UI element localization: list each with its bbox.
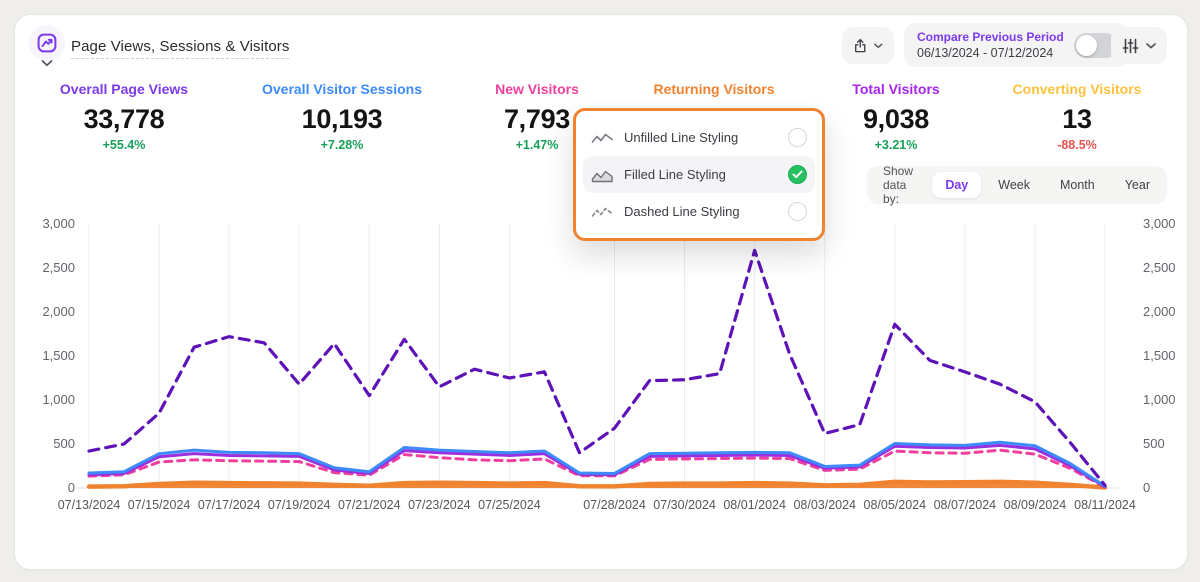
wave-dashed-icon [591, 207, 613, 217]
x-tick-label: 07/15/2024 [127, 498, 191, 512]
x-tick-label: 07/17/2024 [197, 498, 261, 512]
stat-value: 13 [1062, 104, 1092, 134]
x-tick-label: 07/19/2024 [267, 498, 331, 512]
series-overall-visitor-sessions [87, 440, 1107, 488]
stat-label[interactable]: Overall Page Views [59, 81, 189, 97]
y-tick-label-left: 3,000 [42, 216, 75, 231]
stat-label[interactable]: Overall Visitor Sessions [261, 81, 423, 97]
tab-month[interactable]: Month [1059, 178, 1095, 192]
y-tick-label-right: 3,000 [1143, 216, 1176, 231]
wave-filled-icon [591, 170, 613, 182]
stat-converting-visitors: Converting Visitors 13 -88.5% [1013, 81, 1142, 152]
dropdown-item-label: Filled Line Styling [624, 167, 726, 182]
stat-value: 7,793 [503, 104, 571, 134]
dropdown-item-label: Unfilled Line Styling [624, 130, 739, 145]
show-data-by-label: Show data by: [883, 164, 914, 206]
dropdown-item-filled-line-styling[interactable]: Filled Line Styling [583, 156, 815, 193]
stat-overall-page-views: Overall Page Views 33,778 +55.4% [60, 81, 188, 152]
tab-day[interactable]: Day [932, 172, 982, 198]
sliders-icon [1122, 38, 1139, 53]
show-data-by-control: Show data by: Day Week Month Year [867, 164, 1167, 206]
export-share-icon [855, 38, 866, 52]
y-tick-label-left: 0 [67, 480, 75, 495]
stat-delta: +55.4% [102, 138, 146, 152]
chart-type-badge[interactable] [29, 25, 65, 61]
stat-delta: -88.5% [1057, 138, 1097, 152]
analytics-card: Page Views, Sessions & Visitors Compare … [14, 14, 1188, 570]
check-icon [792, 170, 803, 179]
dropdown-item-label: Dashed Line Styling [624, 204, 740, 219]
compare-date-range: 06/13/2024 - 07/12/2024 [917, 45, 1054, 60]
x-tick-label: 07/30/2024 [653, 498, 716, 512]
series-overall-page-views [87, 248, 1107, 487]
y-tick-label-right: 2,500 [1143, 260, 1176, 275]
x-tick-label: 07/28/2024 [583, 498, 646, 512]
compare-toggle[interactable] [1073, 32, 1118, 58]
line-chart-icon [37, 33, 57, 53]
y-tick-label-left: 2,000 [42, 304, 75, 319]
y-tick-label-right: 0 [1143, 480, 1151, 495]
series-returning-visitors [86, 479, 1108, 490]
compare-toggle-knob [1075, 34, 1097, 56]
x-tick-label: 07/13/2024 [57, 498, 121, 512]
x-tick-label: 08/01/2024 [723, 498, 786, 512]
stat-delta: +3.21% [874, 138, 918, 152]
stat-label[interactable]: Converting Visitors [1012, 81, 1142, 97]
stat-delta: +7.28% [320, 138, 364, 152]
stat-value: 10,193 [301, 104, 383, 134]
line-styling-dropdown: Unfilled Line Styling Filled Line Stylin… [573, 108, 825, 241]
y-tick-label-right: 500 [1143, 436, 1165, 451]
dropdown-item-unfilled-line-styling[interactable]: Unfilled Line Styling [583, 119, 815, 156]
compare-text: Compare Previous Period 06/13/2024 - 07/… [917, 30, 1064, 61]
y-tick-label-right: 1,000 [1143, 392, 1176, 407]
export-chevron-down-icon [874, 43, 883, 48]
stat-delta: +1.47% [515, 138, 559, 152]
x-tick-label: 07/21/2024 [337, 498, 401, 512]
x-tick-label: 07/25/2024 [478, 498, 541, 512]
radio-unchecked[interactable] [788, 128, 807, 147]
x-tick-label: 08/11/2024 [1074, 498, 1136, 512]
x-tick-label: 08/07/2024 [933, 498, 997, 512]
y-tick-label-left: 1,500 [42, 348, 75, 363]
export-button[interactable] [842, 27, 894, 64]
tab-year[interactable]: Year [1124, 178, 1150, 192]
x-tick-label: 08/09/2024 [1003, 498, 1067, 512]
compare-label: Compare Previous Period [917, 29, 1064, 44]
x-tick-label: 07/23/2024 [408, 498, 471, 512]
stat-overall-visitor-sessions: Overall Visitor Sessions 10,193 +7.28% [262, 81, 422, 152]
line-chart: 0 0 500 500 1,000 1,000 1,500 1,500 2,000 2,000 2,… [15, 211, 1187, 541]
chart-svg [76, 224, 1119, 490]
y-tick-label-left: 1,000 [42, 392, 75, 407]
y-tick-label-left: 500 [53, 436, 75, 451]
chart-settings-button[interactable] [1111, 27, 1167, 64]
x-tick-label: 08/03/2024 [793, 498, 856, 512]
wave-line-icon [591, 133, 613, 143]
badge-chevron-down-icon[interactable] [41, 60, 53, 67]
stat-returning-visitors: Returning Visitors [653, 81, 774, 104]
stat-value: 33,778 [83, 104, 165, 134]
stat-label[interactable]: New Visitors [495, 81, 579, 97]
settings-chevron-down-icon [1146, 42, 1156, 48]
dropdown-item-dashed-line-styling[interactable]: Dashed Line Styling [583, 193, 815, 230]
tab-week[interactable]: Week [998, 178, 1030, 192]
x-tick-label: 08/05/2024 [863, 498, 927, 512]
stat-new-visitors: New Visitors 7,793 +1.47% [495, 81, 579, 152]
stat-label[interactable]: Total Visitors [852, 81, 940, 97]
y-tick-label-right: 1,500 [1143, 348, 1176, 363]
y-tick-label-left: 2,500 [42, 260, 75, 275]
stat-value: 9,038 [862, 104, 930, 134]
y-tick-label-right: 2,000 [1143, 304, 1176, 319]
radio-unchecked[interactable] [788, 202, 807, 221]
stat-total-visitors: Total Visitors 9,038 +3.21% [852, 81, 939, 152]
stat-label[interactable]: Returning Visitors [653, 81, 775, 97]
radio-checked[interactable] [788, 165, 807, 184]
compare-previous-period-control: Compare Previous Period 06/13/2024 - 07/… [904, 23, 1128, 67]
page-title: Page Views, Sessions & Visitors [71, 38, 290, 59]
